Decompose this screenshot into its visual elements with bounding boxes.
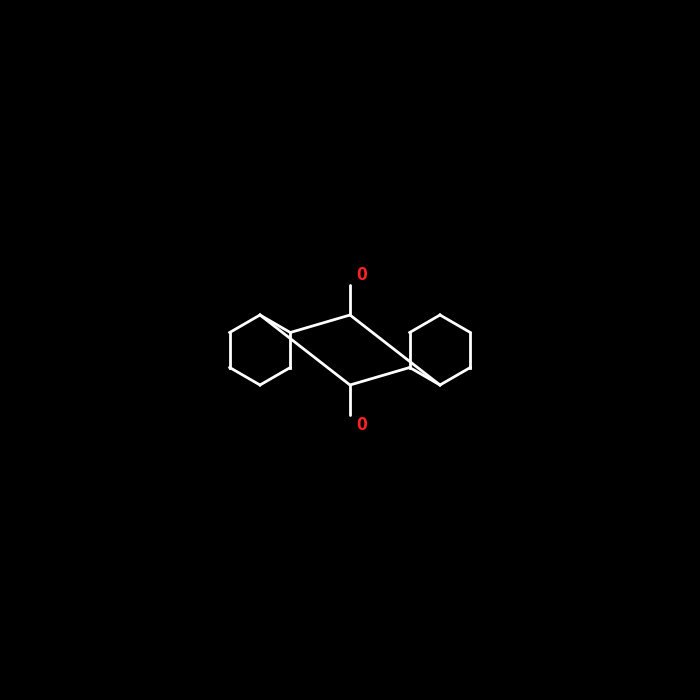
Text: O: O	[356, 416, 368, 434]
Text: O: O	[356, 266, 368, 284]
